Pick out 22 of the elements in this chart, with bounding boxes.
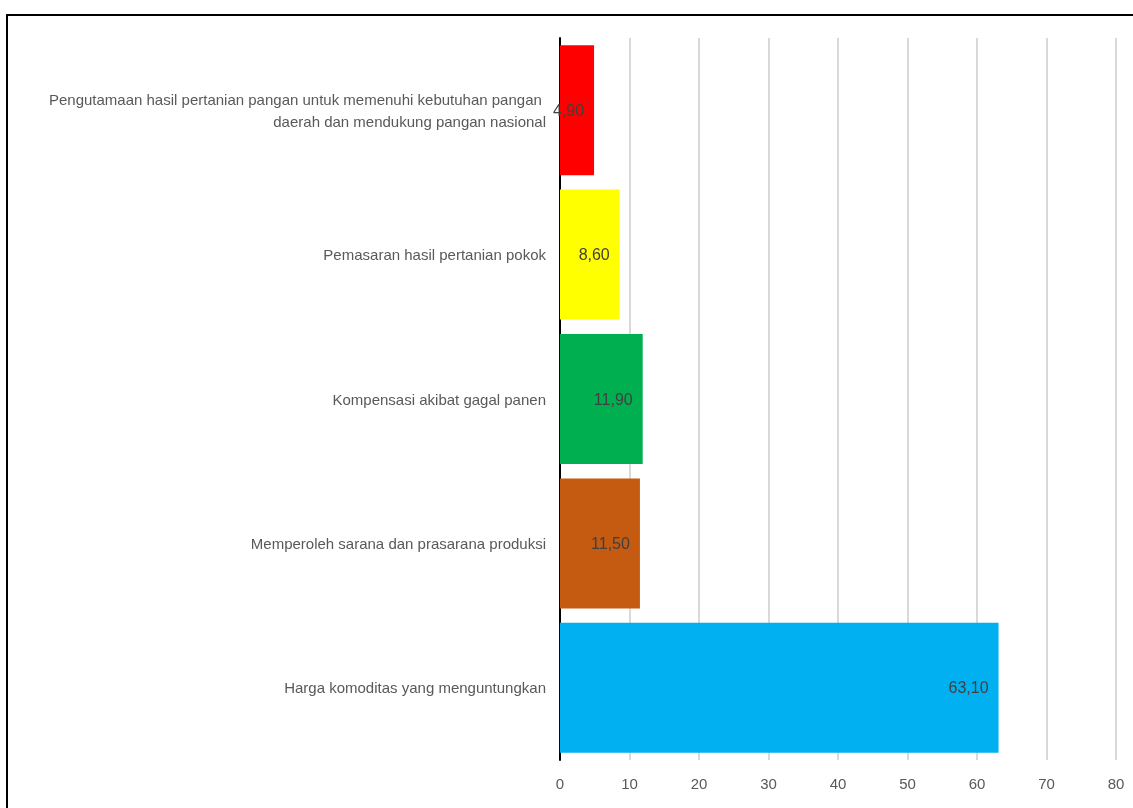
x-tick-label: 80: [1107, 775, 1125, 792]
y-tick-label: Pemasaran hasil pertanian pokok: [323, 246, 547, 264]
bar: [560, 189, 620, 320]
data-label: 11,50: [591, 534, 631, 552]
x-tick-label: 30: [760, 775, 777, 792]
x-tick-label: 40: [829, 775, 847, 792]
x-tick-label: 0: [555, 775, 565, 792]
data-label: 63,10: [948, 679, 989, 697]
bar: [560, 334, 643, 464]
x-tick-label: 20: [690, 775, 708, 792]
y-tick-label: Memperoleh sarana dan prasarana produksi: [250, 534, 546, 552]
y-tick-label: Harga komoditas yang menguntungkan: [284, 679, 546, 697]
bar: [560, 478, 640, 609]
data-label: 8,60: [578, 246, 610, 264]
y-tick-label: Pengutamaan hasil pertanian pangan untuk memenuhi kebutuhan pangan daerah dan mendukung pangan nasional: [48, 90, 546, 130]
y-tick-label: Kompensasi akibat gagal panen: [332, 390, 546, 408]
x-tick-label: 70: [1038, 775, 1055, 792]
x-tick-label: 60: [968, 775, 986, 792]
bar: [560, 622, 999, 753]
x-tick-label: 10: [621, 775, 638, 792]
data-label: 11,90: [593, 390, 633, 408]
x-tick-label: 50: [899, 775, 916, 792]
